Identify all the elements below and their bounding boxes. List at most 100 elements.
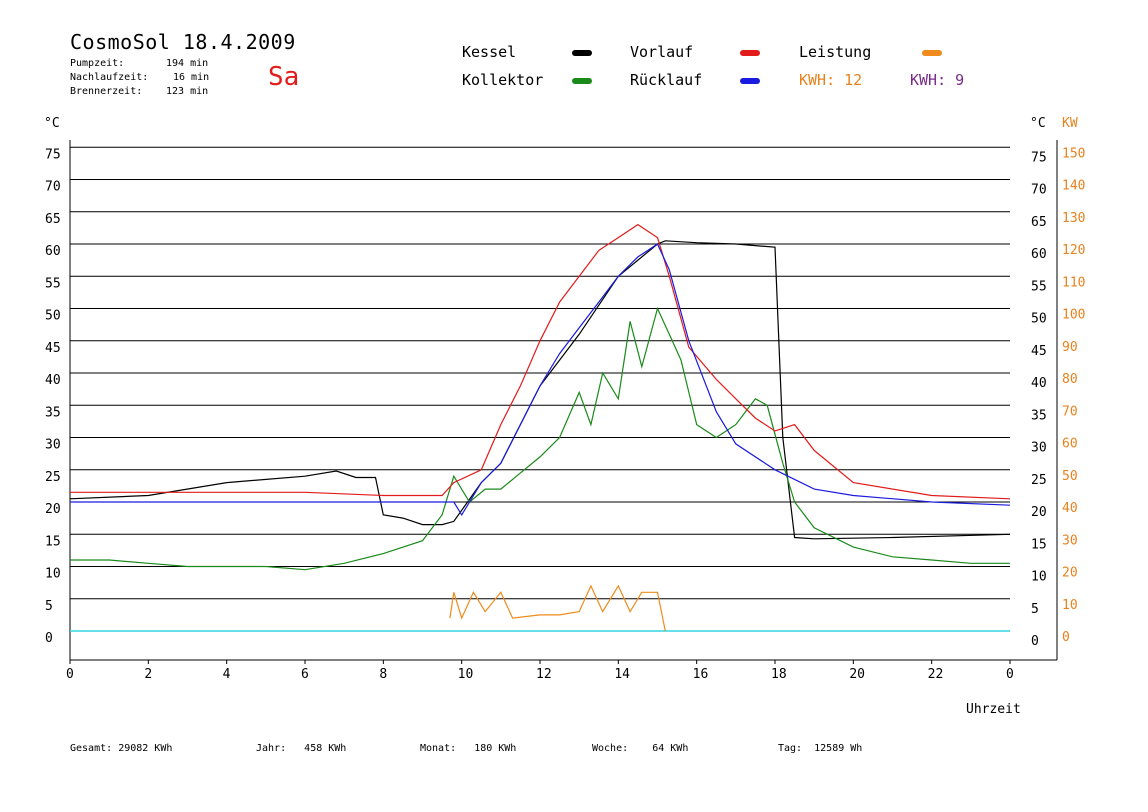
info-row-3: Brennerzeit: 123 min <box>70 86 208 97</box>
footer-label: Gesamt: <box>70 743 113 754</box>
y-tick-label-kw: 40 <box>1062 501 1078 516</box>
legend-swatch-leistung <box>922 50 942 56</box>
y-tick-label-left: 75 <box>45 147 61 162</box>
kwh-purple: KWH: 9 <box>910 71 965 89</box>
x-tick-label: 20 <box>849 667 865 682</box>
footer-value: 64 KWh <box>652 743 689 754</box>
legend-swatch-ruecklauf <box>740 78 760 84</box>
footer-jahr: Jahr: 458 KWh <box>256 743 346 754</box>
footer-monat: Monat: 180 KWh <box>420 743 516 754</box>
series-line-kollektor <box>70 306 1010 571</box>
y-tick-label-kw: 70 <box>1062 404 1078 419</box>
x-tick-label: 12 <box>536 667 552 682</box>
x-tick-label: 16 <box>693 667 709 682</box>
y-tick-label-left: 40 <box>45 373 61 388</box>
info-value: 123 min <box>166 86 209 97</box>
legend-label-leistung: Leistung <box>799 43 872 61</box>
y-tick-label-right: 30 <box>1031 441 1047 456</box>
page-title: CosmoSol 18.4.2009 <box>70 30 296 54</box>
footer-gesamt: Gesamt: 29082 KWh <box>70 743 172 754</box>
x-tick-label: 8 <box>379 667 387 682</box>
y-tick-label-right: 40 <box>1031 376 1047 391</box>
y-tick-label-left: 5 <box>45 599 53 614</box>
info-row-1: Pumpzeit: 194 min <box>70 58 208 69</box>
info-label: Brennerzeit: <box>70 86 143 97</box>
footer-value: 12589 Wh <box>814 743 863 754</box>
footer-value: 458 KWh <box>304 743 347 754</box>
y-tick-label-right: 35 <box>1031 408 1047 423</box>
y-tick-label-right: 15 <box>1031 537 1047 552</box>
x-tick-label: 22 <box>928 667 944 682</box>
y-tick-label-left: 50 <box>45 309 61 324</box>
y-tick-label-right: 25 <box>1031 473 1047 488</box>
legend-label-ruecklauf: Rücklauf <box>630 71 703 89</box>
y-tick-label-left: 45 <box>45 341 61 356</box>
y-tick-label-right: 45 <box>1031 344 1047 359</box>
y-tick-label-kw: 140 <box>1062 179 1085 194</box>
footer-label: Tag: <box>778 743 803 754</box>
y-tick-label-right: 65 <box>1031 215 1047 230</box>
y-tick-label-left: 20 <box>45 502 61 517</box>
y-tick-label-left: 65 <box>45 212 61 227</box>
day-of-week: Sa <box>268 62 300 92</box>
y-right-unit: °C <box>1030 116 1046 131</box>
x-tick-label: 18 <box>771 667 787 682</box>
y-left-unit: °C <box>44 116 60 131</box>
legend-label-kessel: Kessel <box>462 43 517 61</box>
series-line-kessel <box>69 240 1011 540</box>
y-tick-label-right: 5 <box>1031 602 1039 617</box>
y-tick-label-left: 70 <box>45 180 61 195</box>
x-tick-label: 0 <box>66 667 74 682</box>
legend-label-vorlauf: Vorlauf <box>630 43 694 61</box>
y-tick-label-left: 0 <box>45 631 53 646</box>
legend-swatch-kessel <box>572 50 592 56</box>
info-value: 194 min <box>166 58 209 69</box>
x-tick-label: 10 <box>458 667 474 682</box>
info-row-2: Nachlaufzeit: 16 min <box>70 72 209 83</box>
y-tick-label-left: 35 <box>45 405 61 420</box>
y-tick-label-kw: 150 <box>1062 146 1085 161</box>
x-tick-label: 6 <box>301 667 309 682</box>
y-tick-label-kw: 90 <box>1062 340 1078 355</box>
y-tick-label-kw: 20 <box>1062 566 1078 581</box>
series-line-leistung <box>449 584 666 632</box>
legend-label-kollektor: Kollektor <box>462 71 544 89</box>
legend-swatch-kollektor <box>572 78 592 84</box>
x-tick-label: 4 <box>223 667 231 682</box>
y-tick-label-kw: 60 <box>1062 437 1078 452</box>
footer-woche: Woche: 64 KWh <box>592 743 688 754</box>
y-tick-label-kw: 50 <box>1062 469 1078 484</box>
y-tick-label-right: 75 <box>1031 150 1047 165</box>
y-tick-label-kw: 100 <box>1062 308 1085 323</box>
y-tick-label-kw: 10 <box>1062 598 1078 613</box>
kwh-orange: KWH: 12 <box>799 71 863 89</box>
series-line-rücklauf <box>70 243 1011 517</box>
x-tick-label: 0 <box>1006 667 1014 682</box>
y-tick-label-kw: 110 <box>1062 275 1085 290</box>
footer-value: 29082 KWh <box>118 743 173 754</box>
y-tick-label-left: 25 <box>45 470 61 485</box>
footer-value: 180 KWh <box>474 743 517 754</box>
y-tick-label-left: 55 <box>45 276 61 291</box>
legend-swatch-vorlauf <box>740 50 760 56</box>
y-tick-label-right: 0 <box>1031 634 1039 649</box>
y-tick-label-kw: 120 <box>1062 243 1085 258</box>
x-axis-label: Uhrzeit <box>966 702 1021 717</box>
y-tick-label-right: 50 <box>1031 312 1047 327</box>
y-tick-label-left: 30 <box>45 438 61 453</box>
y-tick-label-left: 15 <box>45 534 61 549</box>
footer-label: Jahr: <box>256 743 287 754</box>
info-label: Pumpzeit: <box>70 58 125 69</box>
y-tick-label-kw: 30 <box>1062 533 1078 548</box>
y-tick-label-left: 10 <box>45 567 61 582</box>
x-tick-label: 2 <box>144 667 152 682</box>
y-tick-label-right: 70 <box>1031 183 1047 198</box>
info-value: 16 min <box>173 72 210 83</box>
y-tick-label-kw: 130 <box>1062 211 1085 226</box>
y-tick-label-right: 55 <box>1031 279 1047 294</box>
x-tick-label: 14 <box>614 667 630 682</box>
y-tick-label-right: 20 <box>1031 505 1047 520</box>
y-right-kw-unit: KW <box>1062 116 1078 131</box>
footer-tag: Tag: 12589 Wh <box>778 743 862 754</box>
